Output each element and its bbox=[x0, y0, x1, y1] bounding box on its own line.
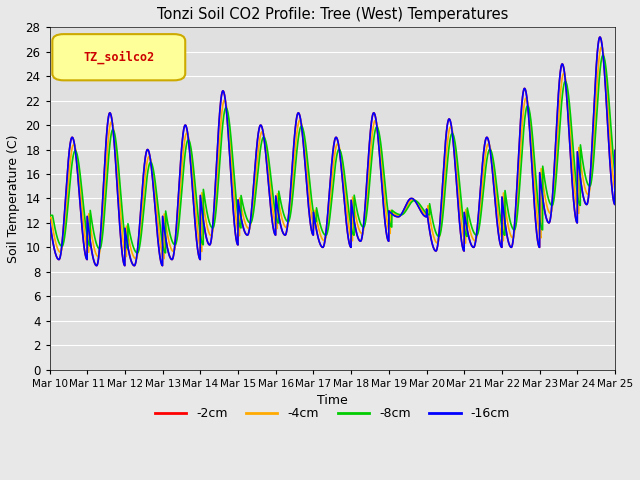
Title: Tonzi Soil CO2 Profile: Tree (West) Temperatures: Tonzi Soil CO2 Profile: Tree (West) Temp… bbox=[157, 7, 508, 22]
Legend: -2cm, -4cm, -8cm, -16cm: -2cm, -4cm, -8cm, -16cm bbox=[150, 402, 515, 425]
X-axis label: Time: Time bbox=[317, 394, 348, 407]
Text: TZ_soilco2: TZ_soilco2 bbox=[83, 51, 155, 64]
Y-axis label: Soil Temperature (C): Soil Temperature (C) bbox=[7, 134, 20, 263]
FancyBboxPatch shape bbox=[52, 34, 185, 80]
